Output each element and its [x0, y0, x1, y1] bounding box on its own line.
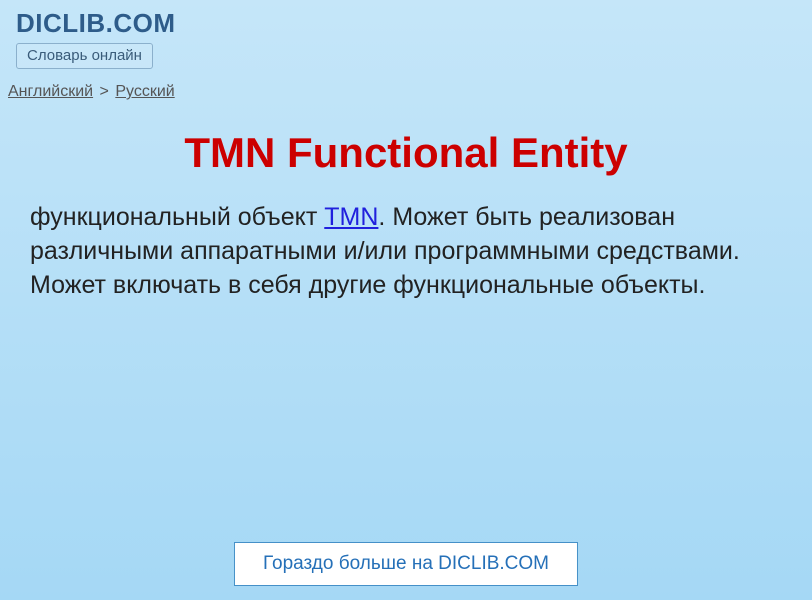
breadcrumb: Английский > Русский: [0, 73, 812, 109]
footer-promo[interactable]: Гораздо больше на DICLIB.COM: [234, 542, 578, 586]
footer-promo-text: Гораздо больше на DICLIB.COM: [263, 553, 549, 574]
breadcrumb-separator: >: [98, 83, 111, 100]
main-title-container: TMN Functional Entity: [0, 109, 812, 201]
site-title[interactable]: DICLIB.COM: [16, 8, 796, 39]
definition-content: функциональный объект TMN. Может быть ре…: [0, 201, 812, 302]
definition-paragraph: функциональный объект TMN. Может быть ре…: [30, 201, 782, 302]
breadcrumb-from[interactable]: Английский: [8, 83, 93, 100]
breadcrumb-to[interactable]: Русский: [115, 83, 174, 100]
tmn-link[interactable]: TMN: [324, 203, 378, 231]
site-subtitle: Словарь онлайн: [27, 47, 142, 64]
site-header: DICLIB.COM Словарь онлайн: [0, 0, 812, 73]
page-title: TMN Functional Entity: [0, 129, 812, 177]
subtitle-box: Словарь онлайн: [16, 43, 153, 69]
definition-prefix: функциональный объект: [30, 203, 324, 231]
